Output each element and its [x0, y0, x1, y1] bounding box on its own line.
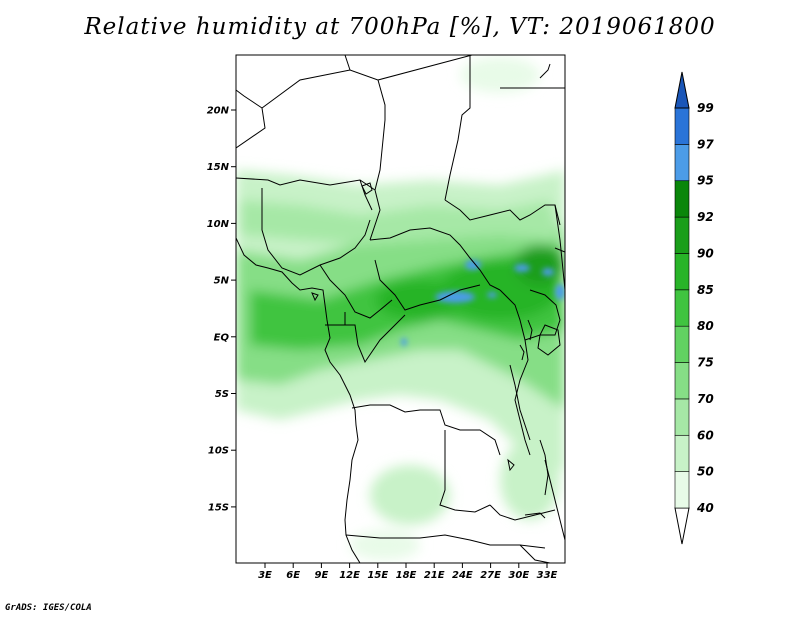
border-cameroon [319, 264, 393, 319]
border-namibia [345, 534, 546, 549]
lake-albert [527, 319, 533, 341]
colorbar-level-label: 40 [696, 501, 714, 515]
colorbar-level-label: 85 [697, 283, 714, 297]
lon-tick-label: 27E [480, 570, 501, 581]
colorbar-level-label: 95 [697, 174, 714, 188]
humidity-field [236, 55, 565, 563]
colorbar-level-label: 70 [697, 392, 714, 406]
lat-tick-label: 15N [207, 162, 230, 173]
border-angola-drc [351, 404, 501, 456]
colorbar-segment [674, 289, 690, 327]
border-north-3 [377, 55, 473, 81]
colorbar-segment [674, 434, 690, 472]
border-zimbabwe [519, 544, 551, 563]
colorbar-level-label: 97 [697, 137, 714, 151]
lat-tick-label: 10N [207, 219, 230, 230]
colorbar-level-label: 60 [697, 428, 714, 442]
lon-tick-label: 21E [424, 570, 445, 581]
coastline-west [236, 237, 361, 563]
border-drc-east [499, 289, 531, 456]
lon-tick-label: 33E [537, 570, 558, 581]
colorbar-segment [674, 180, 690, 218]
colorbar-segment [674, 107, 690, 145]
lon-tick-label: 6E [286, 570, 300, 581]
lon-tick-label: 9E [315, 570, 329, 581]
border-sahel [236, 177, 381, 241]
lon-tick-label: 18E [396, 570, 417, 581]
lon-tick-label: 12E [339, 570, 360, 581]
border-car-south [374, 259, 481, 311]
colorbar-segment [674, 398, 690, 436]
colorbar-segment [674, 362, 690, 400]
lat-tick-label: 5S [215, 389, 229, 400]
lon-tick-label: 15E [367, 570, 388, 581]
border-chad-car [369, 227, 501, 291]
colorbar-segment [674, 253, 690, 291]
border-mozambique [544, 459, 565, 541]
latitude-axis: 20N 15N 10N 5N EQ 5S 10S 15S [207, 106, 236, 513]
border-lake-victoria [537, 324, 561, 356]
border-tanganyika [509, 364, 531, 441]
lat-tick-label: 15S [208, 502, 229, 513]
border-angola-zambia [439, 430, 491, 513]
lat-tick-label: 20N [207, 106, 230, 117]
lake-chad [361, 182, 373, 195]
border-north-1 [261, 69, 386, 191]
country-borders [236, 55, 565, 563]
colorbar-level-label: 75 [697, 356, 714, 370]
colorbar-level-label: 90 [697, 246, 714, 260]
border-north-2 [344, 55, 351, 71]
lake-kariba [524, 512, 546, 519]
lat-tick-label: 10S [208, 446, 229, 457]
map-frame [235, 54, 566, 564]
border-east-edge [554, 204, 565, 291]
colorbar-level-label: 50 [697, 465, 714, 479]
colorbar-level-label: 99 [697, 101, 714, 115]
chart-title: Relative humidity at 700hPa [%], VT: 201… [84, 14, 716, 40]
border-zambia [489, 504, 556, 521]
lake-kivu [519, 344, 525, 361]
lon-tick-label: 30E [508, 570, 529, 581]
colorbar-segment [674, 216, 690, 254]
colorbar-level-label: 80 [697, 319, 714, 333]
border-ss [444, 199, 561, 226]
border-egypt [444, 55, 471, 201]
credit-label: GrADS: IGES/COLA [5, 603, 92, 613]
border-nile-west [359, 179, 373, 211]
colorbar-lower-arrow [674, 507, 690, 545]
colorbar-segment [674, 325, 690, 363]
lon-tick-label: 24E [452, 570, 473, 581]
colorbar-segment [674, 144, 690, 182]
colorbar-segment [674, 471, 690, 509]
colorbar-legend: 40 50 60 70 75 80 85 90 92 95 97 99 [674, 71, 714, 545]
border-congo [344, 312, 406, 364]
border-nigeria [261, 188, 371, 276]
island-bioko [311, 292, 319, 302]
red-sea-bit [539, 63, 551, 79]
border-kenya [554, 247, 565, 253]
lon-tick-label: 3E [258, 570, 272, 581]
longitude-axis: 3E 6E 9E 12E 15E 18E 21E 24E 27E 30E 33E [258, 563, 558, 581]
colorbar-level-label: 92 [697, 210, 714, 224]
border-lake-malawi [539, 439, 549, 496]
colorbar-upper-arrow [674, 71, 690, 109]
lat-tick-label: EQ [214, 332, 230, 343]
lake-mweru [507, 458, 515, 472]
lat-tick-label: 5N [214, 276, 230, 287]
